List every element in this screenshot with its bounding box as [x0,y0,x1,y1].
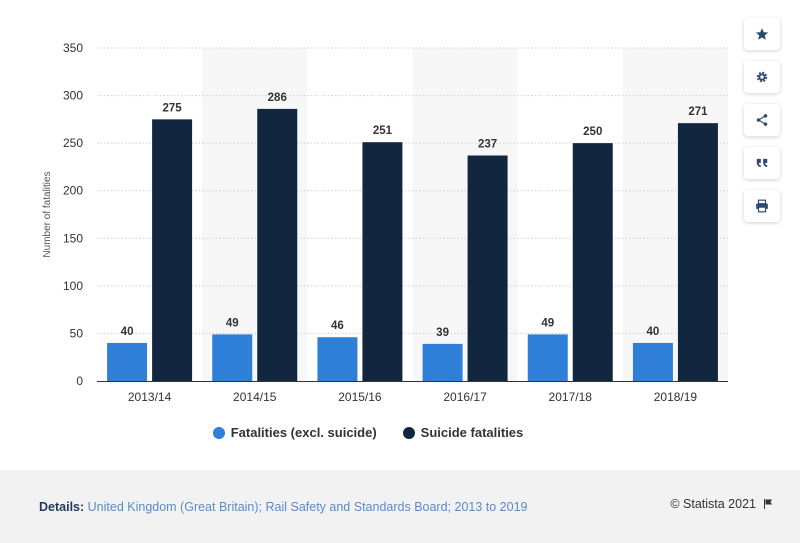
bar [677,123,718,382]
bar [362,142,403,381]
y-tick-label: 0 [76,374,83,388]
bar [632,342,673,381]
y-tick-label: 250 [63,136,83,150]
bar [107,342,148,381]
x-tick-label: 2013/14 [128,390,172,404]
legend-item-suicide[interactable]: Suicide fatalities [402,425,524,440]
legend-swatch [402,426,415,439]
y-tick-label: 50 [70,326,84,340]
bar [467,155,508,381]
chart-card: 0 50 100 150 200 250 300 350 Number of fatalitie… [0,0,800,470]
settings-button[interactable] [744,61,780,93]
y-axis-title: Number of fatalities [42,171,53,257]
data-label: 271 [688,106,708,118]
favorite-button[interactable] [744,18,780,50]
data-label: 40 [647,326,660,338]
bar [212,334,253,381]
print-button[interactable] [744,190,780,222]
y-tick-label: 200 [63,184,83,198]
data-label: 286 [268,92,287,104]
star-icon [755,28,769,40]
legend-item-fatalities[interactable]: Fatalities (excl. suicide) [212,425,377,440]
legend-label: Suicide fatalities [420,425,524,440]
copyright[interactable]: © Statista 2021 [670,497,774,511]
cite-button[interactable] [744,147,780,179]
chart-legend: Fatalities (excl. suicide) Suicide fatal… [0,425,736,440]
bar [317,337,358,381]
data-label: 251 [373,125,393,137]
bar [527,334,568,381]
data-label: 46 [331,320,344,332]
data-label: 49 [226,317,239,329]
bar-chart: 0 50 100 150 200 250 300 350 Number of fatalitie… [42,41,728,404]
bar [257,108,298,382]
bar [152,119,193,381]
data-label: 237 [478,139,497,151]
bar [572,143,613,381]
quote-icon [756,158,768,168]
source-details: Details: United Kingdom (Great Britain);… [39,500,527,514]
details-text[interactable]: United Kingdom (Great Britain); Rail Saf… [87,500,528,514]
details-label: Details: [39,500,85,514]
x-tick-label: 2017/18 [549,390,593,404]
flag-icon [764,499,772,509]
bar [422,343,463,381]
gear-icon [756,71,768,83]
y-tick-label: 300 [63,89,83,103]
data-label: 275 [162,102,182,114]
y-tick-label: 100 [63,279,83,293]
x-tick-label: 2018/19 [654,390,698,404]
footer: Details: United Kingdom (Great Britain);… [0,470,800,543]
data-label: 40 [121,326,134,338]
x-tick-label: 2014/15 [233,390,277,404]
share-button[interactable] [744,104,780,136]
legend-label: Fatalities (excl. suicide) [230,425,377,440]
x-tick-label: 2016/17 [443,390,487,404]
data-label: 250 [583,126,602,138]
data-label: 49 [541,317,554,329]
data-label: 39 [436,327,449,339]
y-tick-label: 150 [63,231,83,245]
legend-swatch [212,426,225,439]
y-tick-label: 350 [63,41,83,55]
share-icon [756,114,768,126]
chart-toolbar [744,18,784,222]
copyright-text: © Statista 2021 [670,497,756,511]
print-icon [756,199,768,213]
x-tick-label: 2015/16 [338,390,382,404]
